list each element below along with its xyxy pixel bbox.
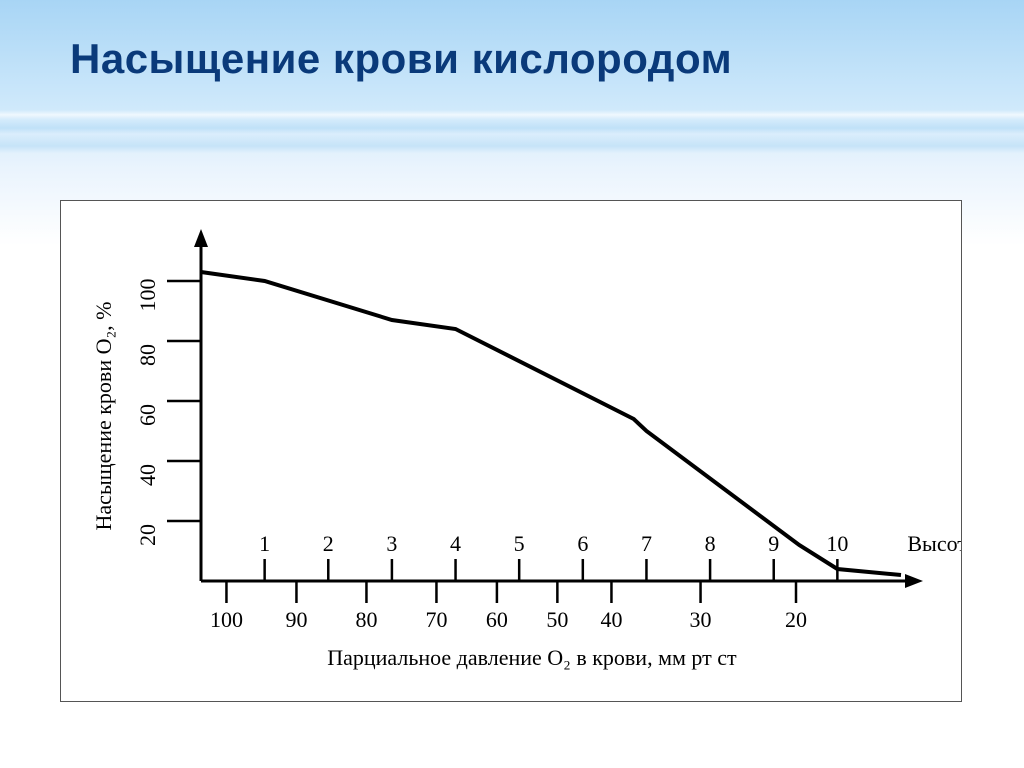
svg-text:80: 80 — [355, 607, 377, 632]
svg-text:60: 60 — [486, 607, 508, 632]
svg-text:1: 1 — [259, 531, 270, 556]
svg-text:9: 9 — [768, 531, 779, 556]
slide: { "title": { "text": "Насыщение крови ки… — [0, 0, 1024, 768]
svg-text:30: 30 — [690, 607, 712, 632]
svg-text:90: 90 — [285, 607, 307, 632]
svg-text:6: 6 — [577, 531, 588, 556]
svg-text:40: 40 — [135, 464, 160, 486]
svg-text:5: 5 — [514, 531, 525, 556]
svg-text:10: 10 — [826, 531, 848, 556]
svg-text:100: 100 — [210, 607, 243, 632]
svg-text:20: 20 — [135, 524, 160, 546]
saturation-chart: 20 40 60 80 100 Насыщение крови O₂, % 1 2 3 4 5 6 7 8… — [61, 201, 961, 701]
svg-text:Насыщение крови O₂, %: Насыщение крови O₂, % — [91, 302, 116, 531]
svg-text:4: 4 — [450, 531, 461, 556]
chart-frame: 20 40 60 80 100 Насыщение крови O₂, % 1 2 3 4 5 6 7 8… — [60, 200, 962, 702]
svg-text:50: 50 — [546, 607, 568, 632]
svg-text:40: 40 — [600, 607, 622, 632]
svg-text:60: 60 — [135, 404, 160, 426]
svg-text:70: 70 — [425, 607, 447, 632]
slide-title: Насыщение крови кислородом — [70, 35, 732, 83]
svg-text:7: 7 — [641, 531, 652, 556]
svg-text:8: 8 — [705, 531, 716, 556]
svg-text:Парциальное давление O₂ в кров: Парциальное давление O₂ в крови, мм рт с… — [327, 645, 737, 670]
svg-text:3: 3 — [386, 531, 397, 556]
svg-text:Высота, км: Высота, км — [907, 531, 961, 556]
svg-text:100: 100 — [135, 279, 160, 312]
svg-text:20: 20 — [785, 607, 807, 632]
svg-text:80: 80 — [135, 344, 160, 366]
svg-text:2: 2 — [323, 531, 334, 556]
